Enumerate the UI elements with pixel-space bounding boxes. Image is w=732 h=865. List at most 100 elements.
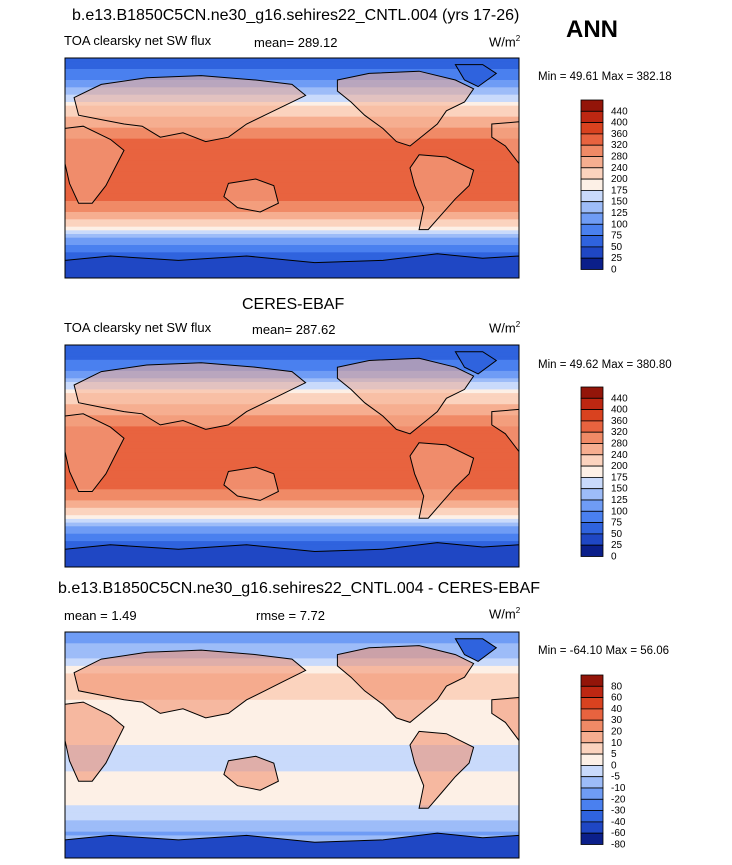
lat-band [65,537,519,542]
lat-band [65,756,519,761]
season-label: ANN [566,16,618,43]
panel3-minmax: Min = -64.10 Max = 56.06 [538,645,670,657]
colorbar-label: 5 [611,749,617,760]
lat-band [65,142,519,147]
colorbar-label: 360 [611,129,628,140]
colorbar-cell [580,522,604,535]
lat-band [65,404,519,409]
lat-band [65,422,519,427]
colorbar-label: 400 [611,405,628,416]
coastline-europe-asia [73,362,307,430]
lat-band [65,124,519,129]
colorbar-cell [580,674,604,687]
lat-band [65,389,519,394]
lat-band [65,703,519,708]
lat-band [65,248,519,253]
colorbar-label: 20 [611,727,623,738]
colorbar-cell [580,223,604,237]
lat-band [65,726,519,731]
lat-band [65,647,519,652]
lat-band [65,245,519,250]
lat-band [65,415,519,420]
lat-band [65,186,519,191]
colorbar-label: -5 [611,772,620,783]
colorbar-cell [580,810,604,823]
lat-band [65,256,519,261]
colorbar-label: 320 [611,140,628,151]
colorbar-cell [580,742,604,755]
lat-band [65,775,519,780]
coastline-australia [223,466,279,501]
panel2-minmax: Min = 49.62 Max = 380.80 [538,359,672,371]
lat-band [65,393,519,398]
lat-band [65,639,519,644]
colorbar-cell [580,235,604,248]
lat-band [65,763,519,769]
lat-band [65,474,519,479]
colorbar-cell [580,488,604,501]
colorbar-label: 0 [611,552,617,563]
coastline-australia [223,755,279,791]
lat-band [65,500,519,505]
lat-band [65,452,519,457]
lat-band [65,786,519,791]
colorbar-cell [580,189,604,203]
colorbar-label: 60 [611,693,623,704]
lat-band [65,102,519,107]
lat-band [65,729,519,735]
lat-band [65,778,519,784]
colorbar-label: 200 [611,461,628,472]
lat-band [65,444,519,450]
colorbar-cell [580,787,604,800]
panel2-unit: W/m2 [489,320,521,336]
map-panel-2 [64,344,520,568]
lat-band [65,541,519,546]
coastline-africa-west [491,408,519,453]
colorbar-cell [580,685,604,698]
colorbar-cell [580,178,604,191]
lat-band [65,72,519,77]
lat-band [65,146,519,151]
lat-band [65,411,519,416]
lat-band [65,80,519,85]
lat-band [65,760,519,765]
coastline-greenland [454,64,498,88]
map-border [64,57,520,279]
colorbar-cell [580,167,604,180]
colorbar-cell [580,776,604,789]
lat-band [65,190,519,195]
lat-band [65,226,519,231]
colorbar-label: 50 [611,242,623,253]
colorbar-cell [580,821,604,834]
map-panel-1 [64,57,520,279]
lat-band [65,419,519,424]
lat-band [65,175,519,180]
lat-band [65,797,519,803]
colorbar-cell [580,431,604,444]
lat-band [65,157,519,162]
lat-band [65,824,519,829]
coastline-south-america [409,730,475,809]
panel1-mean: mean= 289.12 [254,35,338,50]
coastline-north-america [336,645,475,723]
lat-band [65,463,519,468]
colorbar-label: 0 [611,265,617,276]
colorbar-label: -80 [611,840,626,851]
lat-band [65,507,519,513]
coastline-greenland [454,351,498,375]
lat-band [65,816,519,821]
lat-band [65,65,519,70]
lat-band [65,208,519,213]
coastline-africa [65,701,125,782]
lat-band [65,105,519,110]
coastline-africa [65,125,125,204]
colorbar-label: 125 [611,208,628,219]
colorbar-cell [580,719,604,732]
lat-band [65,456,519,461]
lat-band [65,496,519,501]
lat-band [65,793,519,799]
colorbar-label: 50 [611,529,623,540]
map-border [64,344,520,568]
lat-band [65,356,519,361]
lat-band [65,632,519,637]
